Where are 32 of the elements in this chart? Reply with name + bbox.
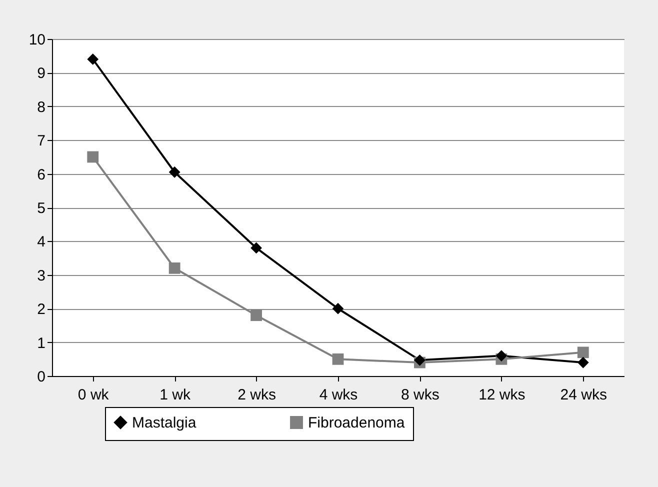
x-tick-label: 0 wk [78, 386, 110, 404]
x-tick-label: 2 wks [238, 386, 276, 404]
point [168, 166, 180, 178]
point [168, 262, 180, 274]
x-tick-label: 1 wk [160, 386, 191, 404]
y-tick-label: 5 [37, 200, 46, 217]
y-tick-label: 0 [37, 368, 46, 386]
y-tick-label: 8 [37, 98, 46, 116]
y-tick-label: 3 [37, 267, 46, 284]
x-tick-label: 4 wks [319, 386, 358, 404]
y-tick-label: 9 [37, 65, 46, 82]
legend-label: Fibroadenoma [308, 414, 406, 432]
point [496, 350, 508, 362]
y-tick-label: 2 [37, 301, 46, 318]
y-tick-label: 4 [37, 234, 46, 251]
y-tick-label: 10 [28, 32, 46, 48]
point [87, 54, 99, 65]
x-tick-label: 24 wks [560, 386, 607, 404]
point [250, 242, 262, 254]
x-tick-label: 12 wks [478, 386, 526, 404]
y-tick-label: 7 [37, 132, 46, 150]
point [332, 353, 344, 365]
legend-label: Mastalgia [132, 414, 197, 432]
point [332, 302, 344, 314]
y-tick-label: 1 [37, 334, 46, 352]
point [250, 310, 262, 322]
point [414, 354, 426, 366]
x-tick-label: 8 wks [401, 386, 440, 404]
point [577, 346, 589, 358]
y-tick-label: 6 [37, 166, 46, 184]
point [577, 356, 589, 368]
point [87, 151, 99, 163]
